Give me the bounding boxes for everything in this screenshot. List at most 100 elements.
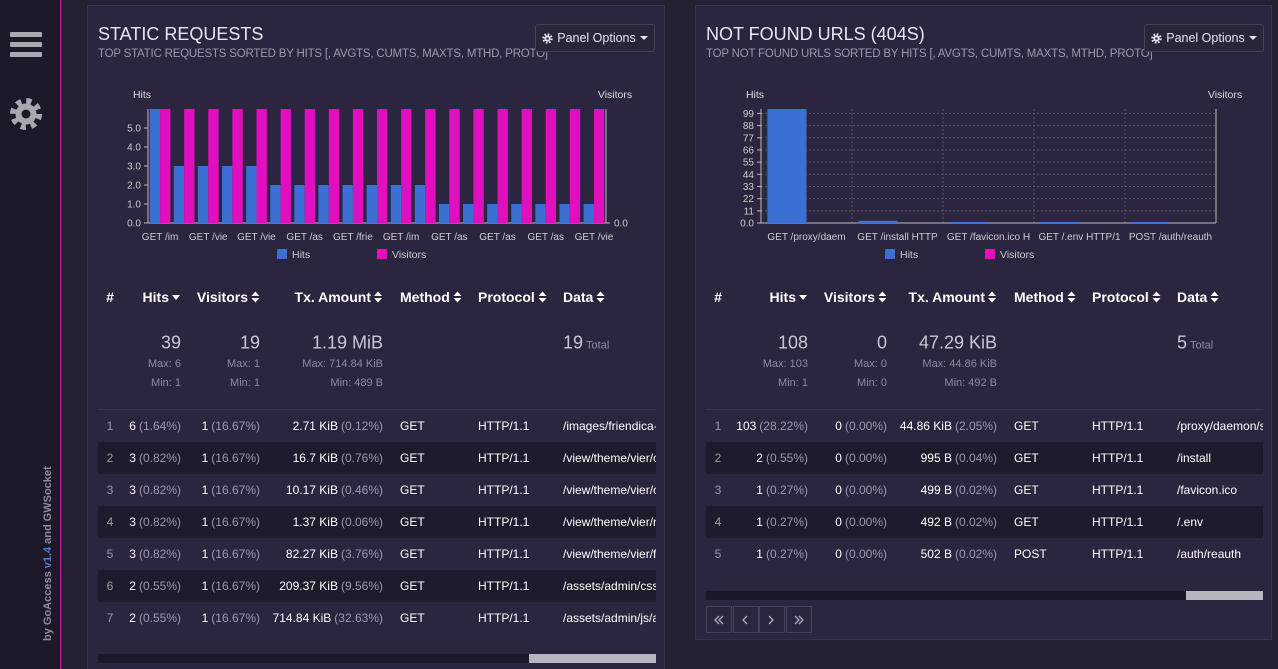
row-index: 7 xyxy=(106,611,114,625)
pager-button[interactable] xyxy=(785,606,812,633)
sort-icon xyxy=(1067,291,1076,303)
column-header[interactable]: Tx. Amount xyxy=(295,289,383,305)
x-tick-label: GET /install HTTP xyxy=(857,232,938,243)
summary-data: 5 Total xyxy=(1177,333,1213,354)
cell-tx: 995 B (0.04%) xyxy=(921,451,997,465)
scroll-thumb[interactable] xyxy=(529,654,656,663)
summary-min: Min: 1 xyxy=(778,377,808,389)
bar xyxy=(197,166,209,223)
sort-arrow xyxy=(1210,298,1219,303)
sidebar-icons xyxy=(10,32,42,130)
cell-data: /auth/reauth xyxy=(1177,547,1242,561)
column-header[interactable]: Hits xyxy=(770,289,808,305)
cell-value: 492 B xyxy=(920,515,952,529)
column-header-text: Visitors xyxy=(196,289,248,305)
y2-axis-label: Visitors xyxy=(1208,89,1242,101)
bar xyxy=(246,166,257,223)
row-background xyxy=(98,570,656,602)
x-tick-label: GET /im xyxy=(142,232,178,243)
column-header[interactable]: Data xyxy=(1177,289,1219,305)
column-header: # xyxy=(714,289,722,305)
cell-value: 1 xyxy=(201,451,209,465)
column-header[interactable]: Hits xyxy=(143,289,181,305)
chevron xyxy=(741,615,747,624)
summary-total: 19 xyxy=(239,332,260,353)
sort-arrow xyxy=(988,298,997,303)
cell-protocol: HTTP/1.1 xyxy=(1092,483,1144,497)
cell-visitors: 0 (0.00%) xyxy=(835,515,887,529)
pager-button[interactable] xyxy=(732,606,759,633)
sort-arrow xyxy=(988,291,997,296)
separator xyxy=(706,409,1263,410)
cell-percent: (16.67%) xyxy=(211,611,260,625)
summary-min: Min: 1 xyxy=(230,377,260,389)
sort-arrow xyxy=(878,298,887,303)
column-header[interactable]: Data xyxy=(563,289,605,305)
panel-title: STATIC REQUESTS xyxy=(98,24,264,44)
column-header-text: Method xyxy=(400,289,450,305)
cell-tx: 714.84 KiB (32.63%) xyxy=(273,611,383,625)
scroll-track[interactable] xyxy=(706,591,1263,600)
cell-data: /view/theme/vier/fe xyxy=(563,547,656,561)
column-header[interactable]: Tx. Amount xyxy=(909,289,997,305)
cell-percent: (0.04%) xyxy=(954,451,997,465)
cell-value: 0 xyxy=(835,547,842,561)
cell-visitors: 1 (16.67%) xyxy=(202,419,260,433)
sort-icon xyxy=(988,291,997,303)
cell-visitors: 1 (16.67%) xyxy=(202,547,260,561)
summary-min: Min: 1 xyxy=(151,377,181,389)
sort-icon xyxy=(878,291,887,303)
legend-swatch xyxy=(885,249,895,259)
pager-button[interactable] xyxy=(759,606,785,633)
y-tick-label: 0.0 xyxy=(127,219,141,230)
row-index: 1 xyxy=(106,419,114,433)
cell-protocol: HTTP/1.1 xyxy=(478,483,530,497)
sort-arrow xyxy=(1210,291,1219,296)
scroll-thumb[interactable] xyxy=(1186,591,1263,600)
cell-percent: (0.27%) xyxy=(765,483,808,497)
column-header[interactable]: Visitors xyxy=(197,289,260,305)
pager-button[interactable] xyxy=(706,606,732,633)
sort-icon xyxy=(538,291,547,303)
bar xyxy=(559,204,570,223)
bar xyxy=(497,109,508,223)
cell-value: 2 xyxy=(129,611,136,625)
panel-options-button[interactable]: Panel Options xyxy=(535,24,655,52)
scroll-track[interactable] xyxy=(98,654,656,663)
column-header[interactable]: Visitors xyxy=(824,289,887,305)
column-header[interactable]: Protocol xyxy=(1092,289,1161,305)
bar xyxy=(535,204,546,223)
cell-data: /assets/admin/css xyxy=(563,579,656,593)
bar xyxy=(473,109,484,223)
bar xyxy=(377,109,388,223)
cell-hits: 2 (0.55%) xyxy=(129,611,181,625)
column-header[interactable]: Method xyxy=(400,289,462,305)
cell-tx: 492 B (0.02%) xyxy=(921,515,997,529)
column-header[interactable]: Method xyxy=(1014,289,1076,305)
pager-icon xyxy=(794,615,804,624)
panel-options-button[interactable]: Panel Options xyxy=(1144,24,1264,52)
cell-percent: (0.12%) xyxy=(340,419,383,433)
row-index: 2 xyxy=(714,451,722,465)
credit-text: GWSocket xyxy=(42,466,54,522)
column-header-text: Protocol xyxy=(1092,289,1149,305)
column-header[interactable]: Protocol xyxy=(478,289,547,305)
cell-value: 0 xyxy=(835,419,842,433)
menu-icon[interactable] xyxy=(10,32,42,57)
sort-arrow xyxy=(1067,298,1076,303)
x-tick-label: GET /vie xyxy=(189,232,228,243)
x-tick-label: GET /as xyxy=(431,232,468,243)
cell-data: /images/friendica- xyxy=(563,419,656,433)
cell-protocol: HTTP/1.1 xyxy=(478,515,530,529)
cell-percent: (0.02%) xyxy=(954,515,997,529)
bar xyxy=(521,109,532,223)
summary-total: 39 xyxy=(160,332,181,353)
gear-icon xyxy=(542,32,553,44)
summary-total: 0 xyxy=(876,332,887,353)
bar xyxy=(401,109,412,223)
y-tick-label: 5.0 xyxy=(127,124,141,135)
cell-value: 714.84 KiB xyxy=(272,611,332,625)
cell-protocol: HTTP/1.1 xyxy=(478,547,530,561)
settings-icon[interactable] xyxy=(10,98,42,130)
